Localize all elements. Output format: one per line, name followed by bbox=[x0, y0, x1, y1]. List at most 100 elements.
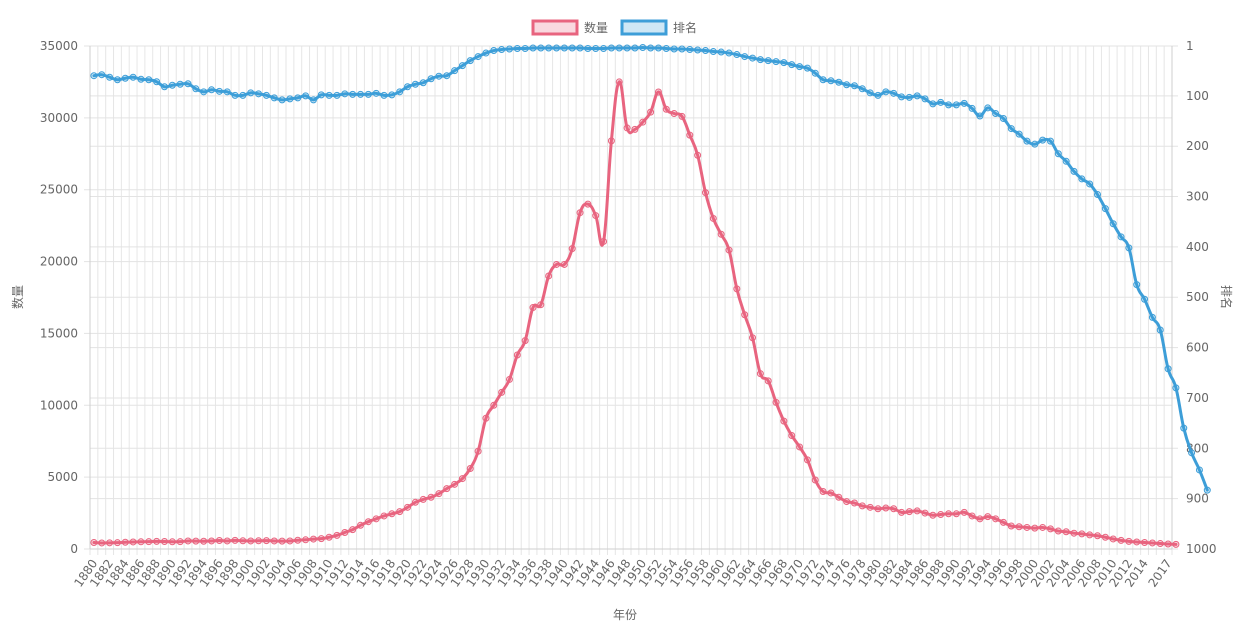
data-point bbox=[200, 88, 208, 96]
data-point bbox=[623, 124, 631, 132]
data-point bbox=[1117, 536, 1125, 544]
data-point bbox=[255, 90, 263, 98]
data-point bbox=[192, 537, 200, 545]
data-point bbox=[749, 54, 757, 62]
data-point bbox=[396, 508, 404, 516]
data-point bbox=[905, 508, 913, 516]
data-point bbox=[521, 45, 529, 53]
y-right-tick-label: 1 bbox=[1186, 39, 1194, 53]
data-point bbox=[654, 88, 662, 96]
data-point bbox=[1015, 130, 1023, 138]
data-point bbox=[882, 504, 890, 512]
data-point bbox=[890, 89, 898, 97]
data-point bbox=[145, 76, 153, 84]
data-point bbox=[694, 46, 702, 54]
data-point bbox=[529, 304, 537, 312]
data-point bbox=[286, 537, 294, 545]
data-point bbox=[294, 94, 302, 102]
data-point bbox=[513, 45, 521, 53]
data-point bbox=[764, 377, 772, 385]
data-point bbox=[553, 260, 561, 268]
y-left-tick-label: 15000 bbox=[40, 326, 78, 340]
data-point bbox=[262, 91, 270, 99]
data-point bbox=[803, 456, 811, 464]
data-point bbox=[341, 90, 349, 98]
data-point bbox=[262, 537, 270, 545]
data-point bbox=[819, 488, 827, 496]
data-point bbox=[357, 521, 364, 529]
data-point bbox=[419, 495, 427, 503]
data-point bbox=[404, 503, 412, 511]
data-point bbox=[905, 93, 913, 101]
data-point bbox=[921, 509, 929, 517]
data-point bbox=[1109, 535, 1117, 543]
y-left-tick-label: 30000 bbox=[40, 111, 78, 125]
data-point bbox=[482, 49, 490, 57]
data-point bbox=[435, 490, 443, 498]
data-point bbox=[960, 99, 968, 107]
data-point bbox=[419, 79, 427, 87]
y-left-tick-label: 0 bbox=[70, 542, 78, 556]
data-point bbox=[560, 260, 568, 268]
data-point bbox=[137, 75, 145, 83]
data-point bbox=[286, 95, 294, 103]
data-point bbox=[827, 489, 835, 497]
data-point bbox=[843, 81, 851, 89]
y-right-tick-label: 900 bbox=[1186, 492, 1209, 506]
data-point bbox=[992, 109, 1000, 117]
data-point bbox=[223, 537, 231, 545]
data-point bbox=[200, 537, 208, 545]
data-point bbox=[764, 57, 772, 65]
data-point bbox=[466, 465, 474, 473]
data-point bbox=[968, 512, 976, 520]
data-point bbox=[505, 375, 513, 383]
data-point bbox=[247, 89, 255, 97]
data-point bbox=[90, 539, 98, 547]
data-point bbox=[458, 62, 466, 70]
data-point bbox=[443, 485, 451, 493]
data-point bbox=[686, 46, 694, 54]
data-point bbox=[1062, 528, 1070, 536]
data-point bbox=[545, 44, 553, 52]
y-left-tick-label: 25000 bbox=[40, 183, 78, 197]
data-point bbox=[850, 82, 858, 90]
data-point bbox=[984, 104, 992, 112]
data-point bbox=[1054, 527, 1062, 535]
data-point bbox=[153, 78, 161, 86]
data-point bbox=[631, 44, 639, 52]
y-right-tick-label: 1000 bbox=[1186, 542, 1217, 556]
data-point bbox=[451, 480, 459, 488]
data-point bbox=[756, 370, 764, 378]
data-point bbox=[772, 58, 780, 66]
data-point bbox=[215, 537, 223, 545]
data-point bbox=[545, 272, 553, 280]
data-point bbox=[145, 538, 153, 546]
data-point bbox=[937, 511, 945, 519]
data-point bbox=[498, 46, 506, 54]
data-point bbox=[223, 88, 231, 96]
data-point bbox=[1046, 137, 1054, 145]
y-right-tick-label: 500 bbox=[1186, 290, 1209, 304]
data-point bbox=[701, 47, 709, 55]
data-point bbox=[592, 45, 600, 53]
data-point bbox=[701, 189, 709, 197]
data-point bbox=[788, 431, 796, 439]
data-point bbox=[607, 44, 615, 52]
data-point bbox=[513, 351, 521, 359]
data-point bbox=[741, 53, 749, 61]
data-point bbox=[623, 44, 631, 52]
data-point bbox=[749, 334, 757, 342]
data-point bbox=[937, 98, 945, 106]
data-point bbox=[255, 537, 263, 545]
data-point bbox=[1070, 167, 1078, 175]
data-point bbox=[999, 518, 1007, 526]
data-point bbox=[780, 59, 788, 67]
axes-layer: 0 5000 10000 15000 20000 25000 30000 35000 1 100 2… bbox=[40, 39, 1217, 590]
data-point bbox=[741, 311, 749, 319]
data-point bbox=[1086, 180, 1094, 188]
data-point bbox=[270, 94, 278, 102]
data-point bbox=[788, 61, 796, 69]
data-point bbox=[1015, 523, 1023, 531]
data-point bbox=[992, 515, 1000, 523]
